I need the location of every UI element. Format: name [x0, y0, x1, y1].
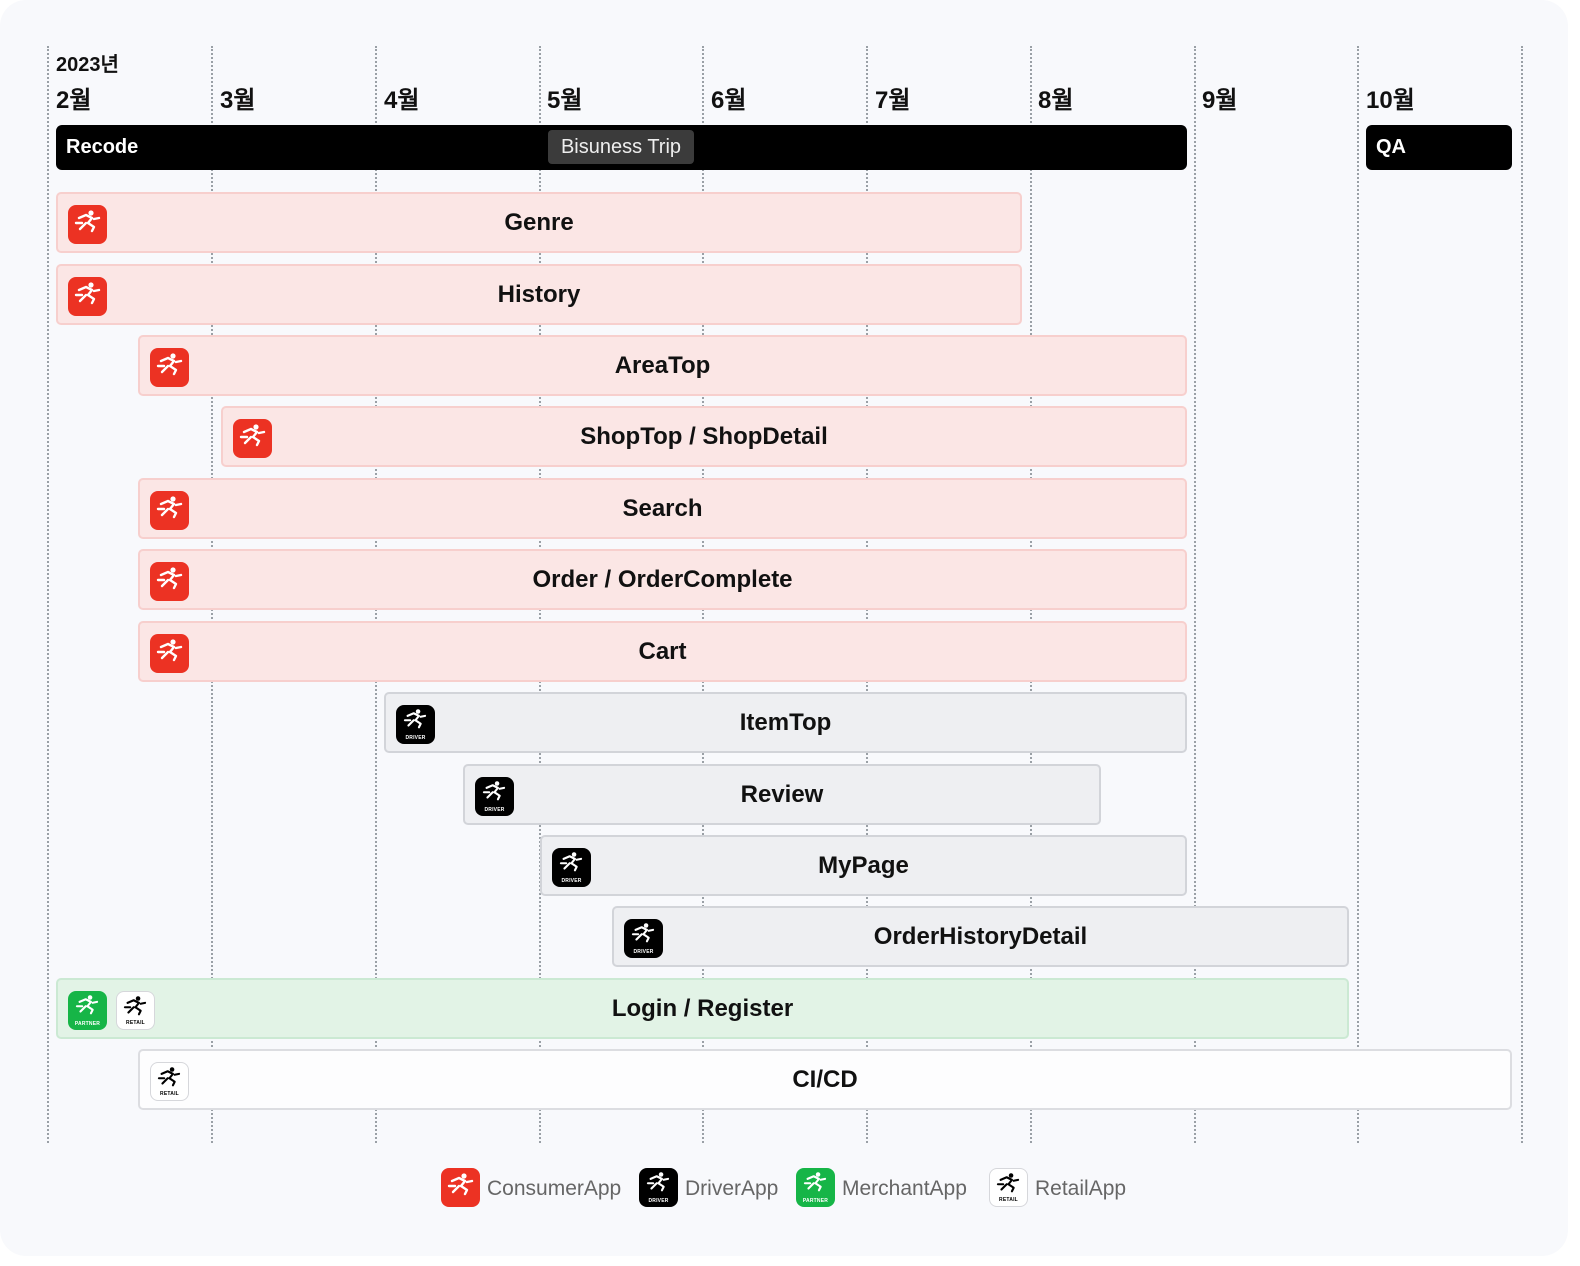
icon-tag: DRIVER [648, 1198, 669, 1204]
consumer-app-icon [150, 562, 189, 601]
icon-tag: RETAIL [126, 1020, 145, 1026]
task-label: Genre [504, 209, 574, 236]
task-label: CI/CD [792, 1066, 858, 1093]
icon-tag: PARTNER [74, 1021, 101, 1027]
phase-label: QA [1376, 136, 1406, 158]
grid-line [47, 46, 49, 1143]
grid-line [1357, 46, 1359, 1143]
task-bar: DRIVER ItemTop [384, 692, 1187, 753]
legend-label: ConsumerApp [487, 1177, 622, 1200]
retail-app-icon: RETAIL [150, 1062, 189, 1101]
grid-line [1521, 46, 1523, 1143]
task-bar: DRIVER MyPage [540, 835, 1187, 896]
business-trip-badge: Bisuness Trip [548, 130, 694, 164]
task-label: MyPage [818, 852, 909, 879]
consumer-app-icon [150, 348, 189, 387]
task-label: Cart [638, 638, 687, 665]
task-label: ShopTop / ShopDetail [580, 423, 828, 450]
driver-app-icon: DRIVER [475, 777, 514, 816]
month-label: 8월 [1038, 87, 1074, 114]
consumer-app-icon [233, 419, 272, 458]
month-label: 2월 [56, 87, 92, 114]
month-label: 3월 [220, 87, 256, 114]
icon-tag: DRIVER [484, 807, 505, 813]
driver-app-icon: DRIVER [624, 919, 663, 958]
icon-tag: DRIVER [633, 949, 654, 955]
phase-bar-qa: QA [1366, 125, 1512, 170]
icon-tag: RETAIL [160, 1091, 179, 1097]
phase-label: Recode [66, 136, 139, 158]
task-bar: AreaTop [138, 335, 1187, 396]
consumer-app-icon [68, 205, 107, 244]
icon-tag: RETAIL [999, 1197, 1018, 1203]
month-label: 4월 [384, 87, 420, 114]
merchant-app-icon: PARTNER [68, 991, 107, 1030]
grid-line [1194, 46, 1196, 1143]
task-label: Search [622, 495, 703, 522]
task-label: Login / Register [611, 995, 794, 1022]
task-bar: DRIVER Review [463, 764, 1101, 825]
icon-tag: DRIVER [405, 735, 426, 741]
consumer-app-icon [441, 1168, 480, 1207]
task-bar: RETAIL CI/CD [138, 1049, 1512, 1110]
task-bar: Order / OrderComplete [138, 549, 1187, 610]
month-label: 6월 [711, 87, 747, 114]
year-label: 2023년 [56, 54, 119, 76]
merchant-app-icon: PARTNER [796, 1168, 835, 1207]
legend-item-driver: DRIVER DriverApp [639, 1168, 784, 1209]
month-label: 9월 [1202, 87, 1238, 114]
task-bar: DRIVER OrderHistoryDetail [612, 906, 1349, 967]
task-label: Review [740, 781, 824, 808]
month-label: 7월 [875, 87, 911, 114]
driver-app-icon: DRIVER [552, 848, 591, 887]
legend-item-consumer: ConsumerApp [441, 1168, 626, 1209]
driver-app-icon: DRIVER [396, 705, 435, 744]
icon-tag: DRIVER [561, 878, 582, 884]
month-label: 10월 [1366, 87, 1415, 114]
consumer-app-icon [150, 634, 189, 673]
retail-app-icon: RETAIL [116, 991, 155, 1030]
retail-app-icon: RETAIL [989, 1168, 1028, 1207]
task-label: History [497, 281, 581, 308]
consumer-app-icon [150, 491, 189, 530]
legend-item-retail: RETAIL RetailApp [989, 1168, 1134, 1209]
consumer-app-icon [68, 277, 107, 316]
task-bar: ShopTop / ShopDetail [221, 406, 1187, 467]
task-bar: History [56, 264, 1022, 325]
task-bar: Genre [56, 192, 1022, 253]
legend-label: DriverApp [685, 1177, 779, 1200]
task-bar: PARTNER RETAIL Login / Register [56, 978, 1349, 1039]
task-label: Order / OrderComplete [532, 566, 793, 593]
legend-label: RetailApp [1035, 1177, 1127, 1200]
task-label: AreaTop [614, 352, 711, 379]
icon-tag: PARTNER [802, 1198, 829, 1204]
legend-item-merchant: PARTNER MerchantApp [796, 1168, 976, 1209]
task-bar: Search [138, 478, 1187, 539]
task-bar: Cart [138, 621, 1187, 682]
driver-app-icon: DRIVER [639, 1168, 678, 1207]
task-label: ItemTop [739, 709, 832, 736]
legend-label: MerchantApp [842, 1177, 967, 1200]
task-label: OrderHistoryDetail [873, 923, 1088, 950]
month-label: 5월 [547, 87, 583, 114]
